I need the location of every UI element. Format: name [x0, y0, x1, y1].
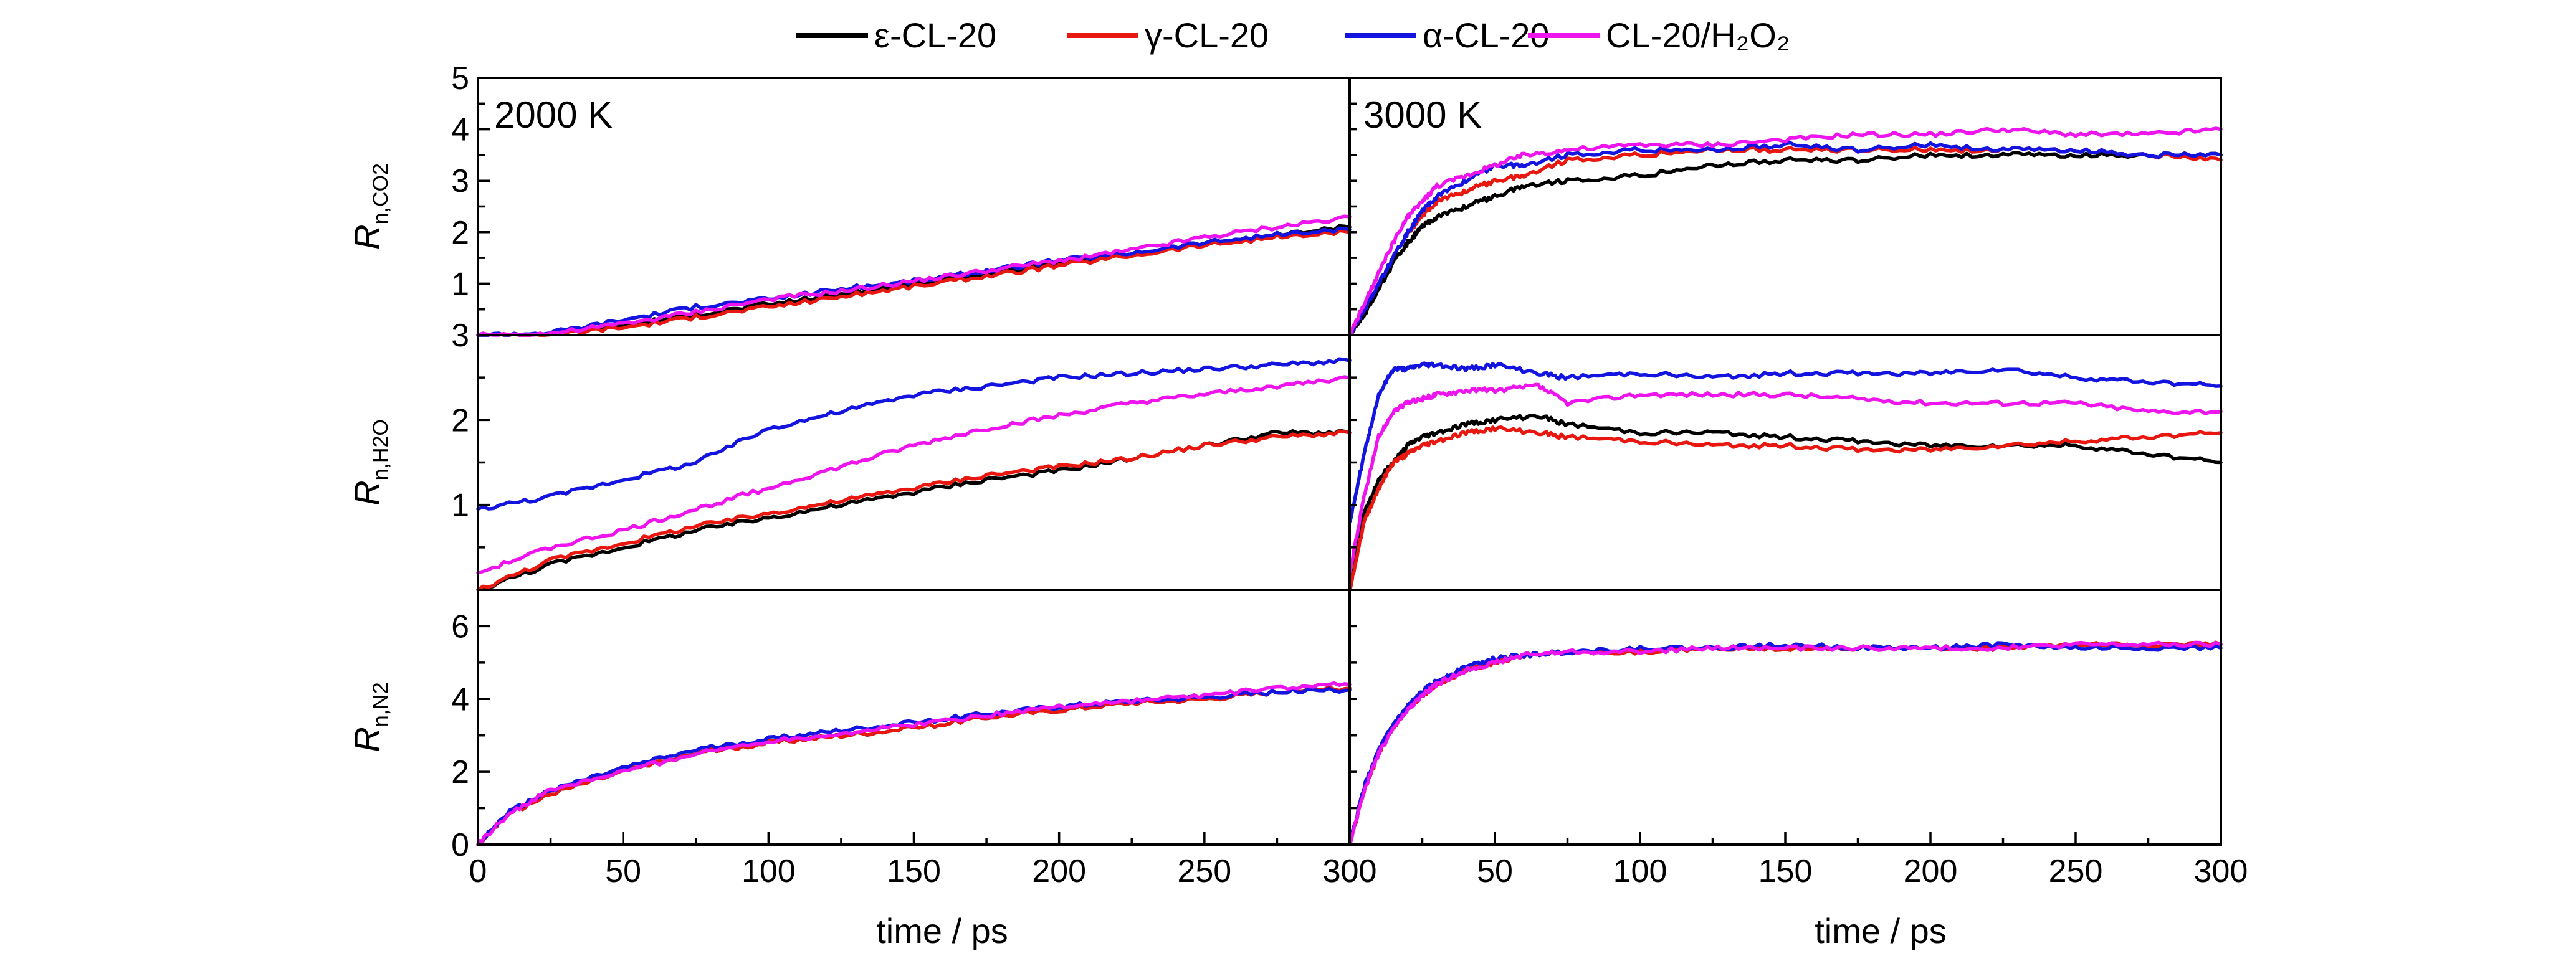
y-tick-label: 5: [451, 60, 469, 97]
series-line: [476, 214, 1352, 337]
series-line: [476, 226, 1352, 337]
panel-h2o-3000k: [1348, 334, 2223, 592]
legend-label: ε-CL-20: [874, 16, 996, 55]
series-line: [1348, 640, 2223, 846]
x-tick-label: 200: [1032, 853, 1086, 889]
series-line: [1348, 126, 2223, 337]
series-line: [1348, 146, 2223, 337]
y-axis-title-sub: n,CO2: [369, 163, 393, 224]
x-tick-label: 250: [1177, 853, 1231, 889]
x-tick-label: 50: [605, 853, 641, 889]
series-line: [476, 685, 1352, 846]
x-tick-label: 50: [1477, 853, 1513, 889]
x-tick-label: 300: [1323, 853, 1377, 889]
panel-n2-3000k: [1348, 589, 2223, 846]
series-line: [1348, 141, 2223, 337]
series-line: [1348, 641, 2223, 846]
series-line: [1348, 361, 2223, 524]
x-tick-label: 200: [1904, 853, 1958, 889]
legend-item: CL-20/H₂O₂: [1528, 16, 1790, 55]
y-tick-label: 2: [451, 215, 469, 251]
panel-frame: [1348, 589, 2222, 846]
series-line: [1348, 151, 2223, 337]
y-axis-title-main: R: [347, 480, 386, 505]
x-axis-title-right: time / ps: [1815, 911, 1947, 950]
y-axis-title-sub: n,N2: [369, 682, 393, 727]
series-line: [476, 429, 1352, 592]
series-line: [1348, 640, 2223, 846]
panel-co2-3000k: [1348, 77, 2223, 337]
panel-label-2000k: 2000 K: [494, 94, 613, 136]
legend-item: ε-CL-20: [796, 16, 996, 55]
y-tick-label: 6: [451, 609, 469, 645]
x-axis-title-left: time / ps: [876, 911, 1008, 950]
y-axis-title-sub: n,H2O: [369, 419, 393, 480]
series-line: [476, 429, 1352, 592]
series-line: [476, 229, 1352, 337]
panel-h2o-2000k: 1 2 3: [451, 318, 1352, 592]
series-line: [476, 357, 1352, 511]
y-tick-label: 3: [451, 318, 469, 354]
y-tick-label: 3: [451, 163, 469, 199]
y-axis-title: Rn,N2: [347, 682, 393, 752]
y-axis-title-main: R: [347, 224, 386, 249]
y-tick-label: 2: [451, 754, 469, 790]
y-axis-title: Rn,H2O: [347, 419, 393, 506]
y-tick-label: 2: [451, 402, 469, 438]
x-tick-label: 100: [742, 853, 796, 889]
legend: ε-CL-20 γ-CL-20 α-CL-20 CL-20/H₂O₂: [796, 16, 1790, 55]
y-tick-label: 1: [451, 266, 469, 302]
panel-label-3000k: 3000 K: [1363, 94, 1482, 136]
series-line: [1348, 640, 2223, 846]
series-line: [1348, 425, 2223, 592]
legend-item: α-CL-20: [1345, 16, 1550, 55]
legend-label: CL-20/H₂O₂: [1606, 16, 1790, 55]
x-tick-label: 300: [1323, 853, 1377, 889]
series-line: [476, 681, 1352, 846]
y-axis-title: Rn,CO2: [347, 163, 393, 250]
y-tick-label: 1: [451, 488, 469, 524]
panel-frame: [477, 589, 1351, 846]
panel-n2-2000k: 0 2 4 6: [451, 589, 1352, 863]
panel-co2-2000k: 1 2 3 4 5: [451, 60, 1352, 337]
y-axis-title-main: R: [347, 727, 386, 752]
x-tick-label: 250: [2049, 853, 2103, 889]
series-line: [476, 685, 1352, 846]
x-tick-label: 0: [469, 853, 487, 889]
y-tick-label: 4: [451, 112, 469, 148]
x-tick-label: 100: [1613, 853, 1667, 889]
x-tick-label: 150: [1758, 853, 1813, 889]
series-line: [476, 686, 1352, 846]
y-tick-label: 4: [451, 681, 469, 718]
legend-label: γ-CL-20: [1145, 16, 1269, 55]
chart-panels: 1 2 3 4 5 1 2 3 0 2 4 6 0 50 100 150 200 250 300 50 100 150 20…: [451, 60, 2248, 889]
series-line: [476, 375, 1352, 575]
x-tick-label: 300: [2194, 853, 2248, 889]
legend-item: γ-CL-20: [1067, 16, 1269, 55]
x-tick-label: 150: [887, 853, 941, 889]
y-tick-label: 0: [451, 827, 469, 863]
series-line: [1348, 382, 2223, 575]
